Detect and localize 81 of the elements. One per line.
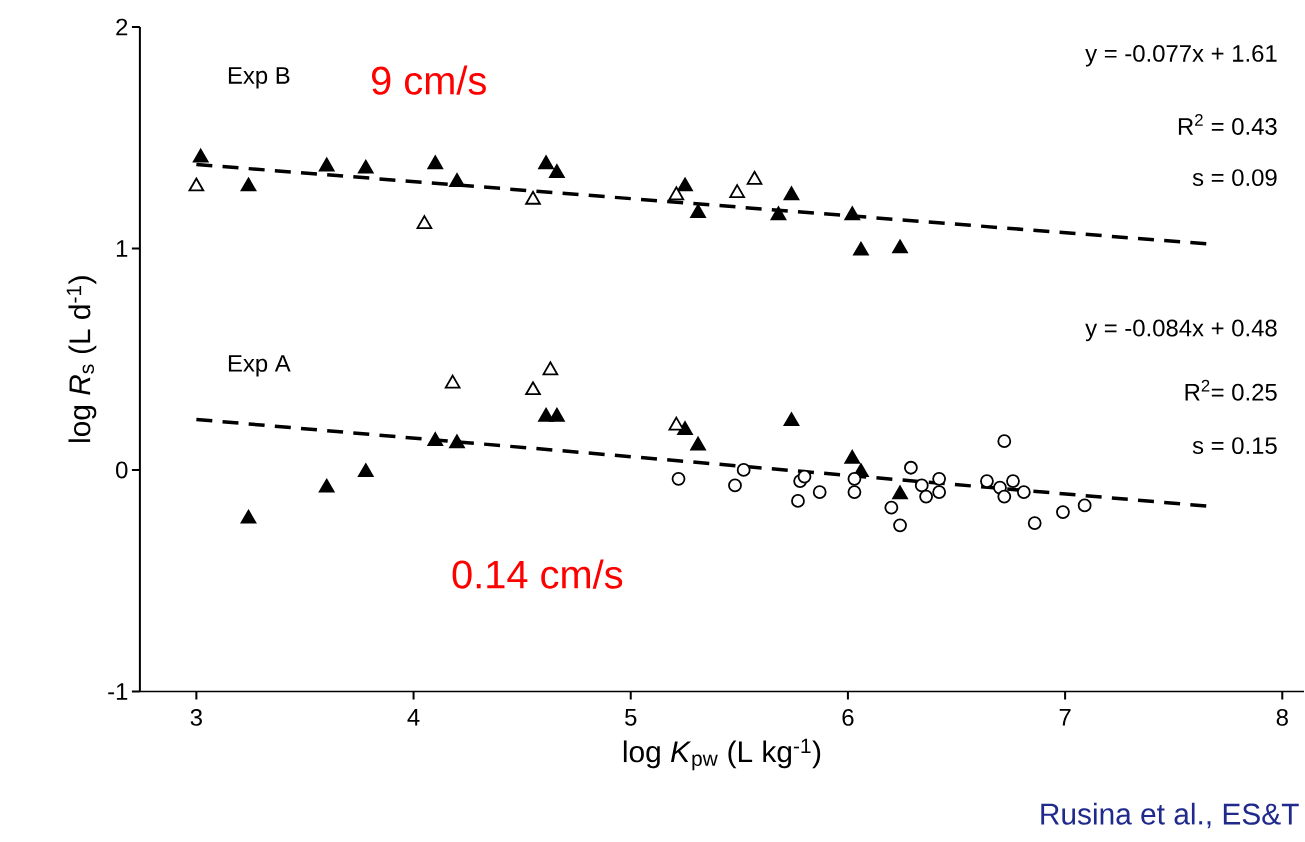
point [932, 471, 947, 486]
annotation: R$^{2}$ = 0.43 [1178, 113, 1277, 135]
x-tick-label: 8 [1276, 708, 1288, 726]
point [914, 478, 929, 493]
x-tick-label: 6 [842, 708, 854, 726]
point [893, 518, 907, 533]
annotation: Exp A [228, 355, 291, 377]
point [746, 170, 763, 185]
point [797, 469, 812, 484]
point [892, 485, 908, 500]
point [525, 381, 541, 395]
point [192, 148, 209, 163]
point [728, 478, 742, 493]
y-tick-label: 2 [116, 18, 128, 36]
point [980, 473, 994, 488]
point [549, 164, 565, 178]
point [853, 241, 869, 256]
point [690, 203, 706, 218]
point [318, 157, 335, 172]
point [357, 463, 374, 477]
annotation: 0.14 cm/s [452, 559, 623, 589]
point [1006, 473, 1020, 488]
point [690, 436, 706, 451]
x-tick-label: 5 [625, 708, 637, 726]
point [1077, 498, 1092, 513]
point [791, 493, 805, 508]
point [549, 407, 565, 422]
y-tick-label: 1 [116, 240, 128, 257]
point [844, 449, 861, 464]
point [444, 374, 461, 389]
x-tick-label: 4 [407, 708, 420, 726]
point [357, 159, 374, 174]
point [427, 155, 444, 170]
x-tick-label: 7 [1059, 708, 1071, 726]
point [729, 184, 745, 198]
point [240, 509, 257, 524]
y-tick-label: 0 [116, 461, 128, 479]
point [904, 460, 918, 475]
annotation: y = -0.077x + 1.61 [1085, 44, 1277, 67]
point [677, 177, 693, 192]
point [770, 206, 787, 220]
annotation: y = -0.084x + 0.48 [1085, 319, 1277, 342]
point [416, 215, 433, 229]
point [884, 500, 899, 515]
point [240, 177, 257, 192]
x-axis-title: log K$_{pw}$ (L kg$^{-1}$) [623, 738, 821, 770]
text: Rusina et al., ES&T [1041, 802, 1299, 829]
point [844, 206, 861, 220]
point [997, 434, 1012, 448]
point [1056, 504, 1070, 519]
point [847, 485, 862, 499]
y-axis-title: log R$_{s}$ (L d$^{-1}$) [66, 276, 97, 442]
point [892, 239, 908, 254]
point [847, 471, 862, 486]
point [538, 407, 554, 422]
point [668, 186, 685, 201]
point [525, 190, 541, 205]
point [736, 462, 751, 477]
point [783, 412, 800, 426]
annotation: R$^{2}$= 0.25 [1185, 379, 1277, 401]
point [318, 478, 335, 493]
point [997, 489, 1012, 504]
y-tick-label: -1 [108, 683, 128, 700]
point [932, 485, 947, 499]
point [919, 489, 933, 504]
annotation: s = 0.15 [1192, 436, 1277, 454]
point [542, 361, 559, 376]
point [1027, 516, 1042, 530]
annotation: s = 0.09 [1192, 168, 1277, 186]
point [812, 485, 827, 499]
point [538, 155, 554, 170]
annotation: 9 cm/s [372, 65, 486, 95]
point [671, 471, 686, 486]
annotation: Exp B [228, 67, 290, 89]
point [449, 172, 465, 187]
x-tick-label: 3 [190, 708, 202, 726]
point [188, 177, 205, 192]
point [1016, 485, 1031, 499]
point [783, 186, 800, 201]
point [427, 432, 444, 446]
point [449, 434, 465, 449]
